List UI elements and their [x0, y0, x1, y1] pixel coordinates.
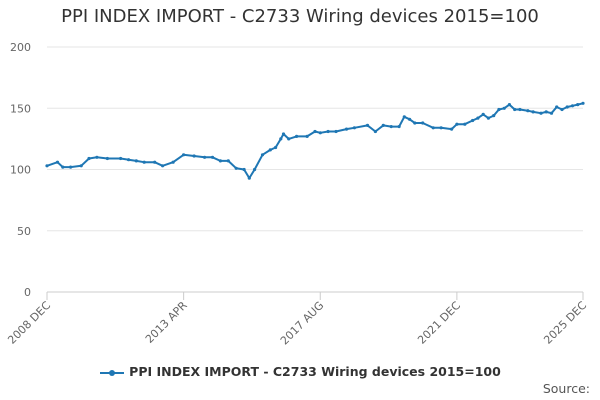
data-point[interactable]: [476, 116, 480, 120]
data-point[interactable]: [486, 116, 490, 120]
data-point[interactable]: [171, 160, 175, 164]
data-point[interactable]: [279, 137, 283, 141]
data-point[interactable]: [281, 132, 286, 136]
data-point[interactable]: [247, 176, 251, 180]
data-point[interactable]: [481, 112, 485, 116]
data-point[interactable]: [344, 127, 349, 131]
data-point[interactable]: [570, 104, 575, 108]
data-point[interactable]: [69, 165, 73, 169]
series-line[interactable]: [46, 102, 584, 180]
data-point[interactable]: [397, 125, 401, 129]
data-point[interactable]: [203, 155, 207, 159]
data-point[interactable]: [492, 114, 496, 118]
data-point[interactable]: [334, 129, 338, 134]
x-tick-label: 2013 APR: [143, 299, 190, 346]
data-point[interactable]: [576, 103, 580, 107]
data-point[interactable]: [226, 159, 230, 163]
data-point[interactable]: [565, 105, 569, 109]
data-point[interactable]: [119, 156, 123, 161]
data-point[interactable]: [45, 164, 49, 168]
data-point[interactable]: [408, 117, 412, 121]
data-point[interactable]: [581, 101, 585, 105]
data-point[interactable]: [95, 155, 99, 159]
data-point[interactable]: [352, 126, 356, 130]
data-point[interactable]: [55, 160, 60, 164]
data-point[interactable]: [61, 165, 65, 169]
data-point[interactable]: [497, 107, 501, 112]
data-point[interactable]: [153, 160, 157, 164]
data-point[interactable]: [242, 167, 246, 172]
data-point[interactable]: [326, 129, 330, 134]
y-tick-label: 0: [24, 286, 31, 299]
data-point[interactable]: [295, 134, 299, 138]
data-point[interactable]: [87, 156, 91, 161]
data-point[interactable]: [513, 107, 517, 112]
data-point[interactable]: [450, 127, 454, 131]
legend-series-label: PPI INDEX IMPORT - C2733 Wiring devices …: [129, 364, 501, 379]
source-label: Source:: [542, 381, 590, 396]
data-point[interactable]: [544, 110, 548, 114]
data-point[interactable]: [365, 123, 370, 127]
data-point[interactable]: [192, 154, 196, 158]
data-point[interactable]: [539, 111, 543, 115]
data-point[interactable]: [161, 164, 165, 168]
data-point[interactable]: [455, 122, 459, 126]
y-tick-label: 200: [10, 41, 31, 54]
data-point[interactable]: [305, 134, 309, 138]
data-point[interactable]: [287, 137, 291, 141]
data-point[interactable]: [105, 156, 109, 161]
data-point[interactable]: [234, 166, 238, 170]
x-tick-label: 2025 DEC: [541, 299, 589, 347]
data-point[interactable]: [210, 155, 215, 159]
data-point[interactable]: [463, 122, 467, 126]
data-point[interactable]: [439, 126, 443, 130]
data-point[interactable]: [413, 121, 417, 125]
data-point[interactable]: [431, 126, 435, 130]
legend-series-marker-icon: [100, 369, 125, 376]
data-point[interactable]: [126, 158, 131, 162]
data-point[interactable]: [318, 131, 322, 135]
x-tick-label: 2008 DEC: [5, 299, 53, 347]
data-point[interactable]: [134, 159, 138, 163]
y-tick-label: 50: [17, 225, 31, 238]
x-tick-label: 2021 DEC: [415, 299, 463, 347]
y-tick-label: 100: [10, 164, 31, 177]
data-point[interactable]: [402, 115, 406, 119]
y-tick-label: 150: [10, 102, 31, 115]
chart-title: PPI INDEX IMPORT - C2733 Wiring devices …: [61, 6, 539, 27]
data-point[interactable]: [253, 167, 257, 172]
data-point[interactable]: [381, 123, 385, 127]
data-point[interactable]: [518, 107, 522, 112]
data-point[interactable]: [507, 103, 511, 107]
data-point[interactable]: [526, 109, 530, 113]
data-point[interactable]: [531, 110, 535, 114]
data-point[interactable]: [421, 121, 425, 125]
data-point[interactable]: [218, 159, 222, 163]
data-point[interactable]: [560, 107, 564, 112]
data-point[interactable]: [373, 129, 377, 134]
data-point[interactable]: [555, 105, 559, 109]
data-point[interactable]: [260, 153, 265, 157]
x-tick-label: 2017 AUG: [278, 299, 327, 348]
data-point[interactable]: [502, 106, 506, 110]
legend[interactable]: PPI INDEX IMPORT - C2733 Wiring devices …: [0, 364, 600, 379]
data-point[interactable]: [471, 118, 475, 123]
data-point[interactable]: [182, 153, 186, 157]
data-point[interactable]: [79, 164, 83, 168]
data-point[interactable]: [274, 145, 278, 150]
data-point[interactable]: [389, 125, 393, 129]
data-point[interactable]: [313, 129, 317, 134]
data-point[interactable]: [549, 111, 554, 115]
data-point[interactable]: [142, 160, 146, 164]
data-point[interactable]: [268, 148, 272, 152]
